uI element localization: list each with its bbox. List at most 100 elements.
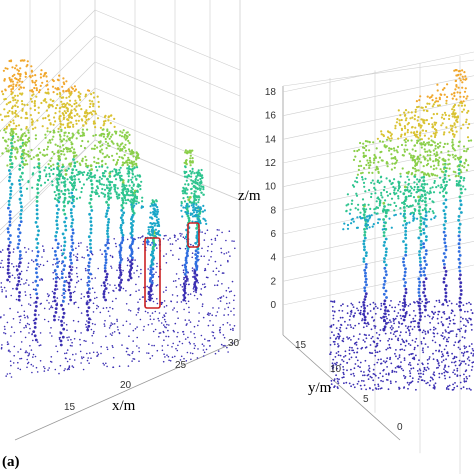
point — [190, 243, 192, 246]
point — [202, 349, 205, 351]
point — [134, 191, 137, 194]
point — [12, 122, 15, 125]
point — [458, 222, 462, 226]
point — [151, 203, 154, 206]
point — [14, 277, 16, 279]
point — [423, 193, 427, 197]
point — [66, 349, 69, 351]
point — [88, 105, 91, 108]
point — [77, 94, 80, 97]
point — [411, 166, 415, 169]
point — [190, 172, 193, 175]
point — [94, 112, 97, 115]
point — [130, 262, 134, 266]
point — [55, 223, 59, 227]
point — [89, 292, 91, 294]
point — [59, 174, 62, 177]
point — [365, 325, 368, 327]
point — [453, 322, 456, 325]
point — [195, 203, 198, 206]
point — [431, 174, 434, 177]
point — [419, 154, 422, 157]
point — [90, 252, 93, 255]
point — [438, 310, 441, 313]
point — [71, 248, 74, 252]
point — [466, 111, 469, 114]
point — [437, 313, 440, 316]
point — [62, 300, 65, 303]
point — [383, 260, 386, 264]
point — [367, 161, 370, 165]
point — [68, 99, 72, 102]
point — [408, 314, 411, 317]
point — [452, 383, 454, 386]
point — [33, 321, 37, 325]
point — [57, 183, 60, 186]
point — [196, 196, 199, 199]
point — [11, 147, 14, 150]
point — [395, 121, 398, 124]
point — [116, 158, 120, 162]
point — [126, 131, 129, 134]
point — [29, 114, 32, 117]
point — [421, 183, 424, 186]
point — [397, 303, 400, 306]
point — [380, 358, 382, 361]
point — [52, 271, 54, 274]
x-tick-label: 15 — [64, 402, 76, 413]
point — [223, 314, 225, 316]
point — [49, 332, 51, 334]
point — [413, 131, 416, 134]
point — [70, 141, 73, 144]
point — [402, 308, 405, 312]
point — [422, 370, 425, 373]
point — [111, 323, 114, 325]
point — [60, 245, 63, 247]
point — [412, 211, 415, 215]
point — [29, 304, 32, 307]
point — [392, 320, 395, 322]
point — [26, 362, 29, 365]
point — [422, 256, 426, 259]
point — [1, 93, 5, 96]
point — [108, 137, 111, 140]
point — [134, 175, 137, 178]
point — [207, 245, 209, 248]
point — [457, 234, 461, 238]
point — [68, 285, 71, 288]
point — [461, 102, 464, 105]
point — [97, 157, 100, 160]
point — [116, 187, 119, 190]
point — [457, 242, 461, 246]
point — [120, 228, 123, 232]
point — [44, 367, 46, 370]
point — [460, 104, 463, 107]
point — [55, 204, 59, 208]
point — [413, 310, 415, 312]
point — [350, 326, 352, 328]
point — [461, 75, 464, 78]
point — [37, 166, 41, 170]
point — [356, 216, 359, 219]
point — [355, 356, 358, 359]
point — [374, 303, 377, 305]
point — [171, 346, 173, 348]
point — [217, 280, 220, 282]
point — [125, 350, 128, 353]
point — [384, 361, 387, 364]
point — [402, 318, 406, 322]
point — [90, 328, 93, 331]
point — [440, 355, 443, 358]
point — [184, 149, 187, 152]
point — [427, 162, 430, 165]
point — [462, 386, 465, 389]
point — [389, 139, 392, 142]
point — [442, 180, 446, 184]
point — [16, 274, 19, 276]
point — [88, 112, 91, 115]
point — [431, 310, 433, 313]
point — [200, 255, 203, 257]
point — [346, 223, 350, 227]
point — [405, 303, 407, 306]
point — [374, 387, 377, 389]
